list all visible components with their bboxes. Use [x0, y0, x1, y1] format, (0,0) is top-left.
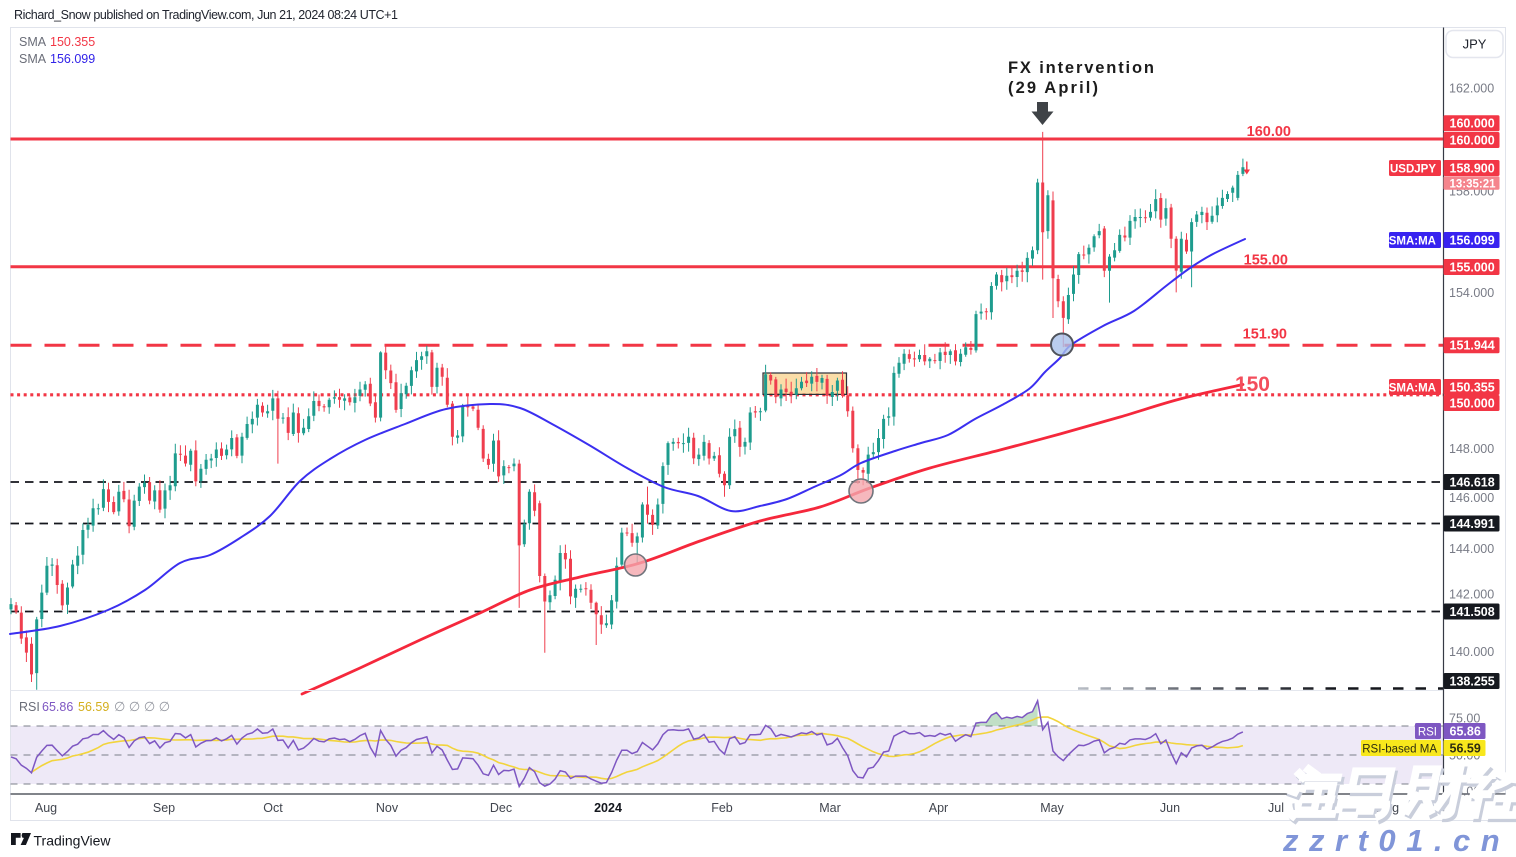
- svg-text:75.00: 75.00: [1449, 711, 1480, 725]
- svg-text:Oct: Oct: [263, 801, 283, 815]
- svg-text:158.900: 158.900: [1450, 161, 1495, 175]
- svg-text:146.618: 146.618: [1450, 475, 1495, 489]
- svg-text:TradingView: TradingView: [34, 833, 112, 849]
- svg-text:65.86: 65.86: [1450, 724, 1481, 738]
- svg-text:Mar: Mar: [819, 801, 841, 815]
- svg-text:SMA:MA: SMA:MA: [1389, 235, 1436, 247]
- svg-text:156.099: 156.099: [1450, 233, 1495, 247]
- svg-text:FX intervention: FX intervention: [1008, 59, 1154, 77]
- svg-text:151.90: 151.90: [1243, 327, 1287, 343]
- svg-text:2024: 2024: [594, 801, 622, 815]
- svg-text:SMA: SMA: [19, 52, 47, 66]
- svg-text:SMA:MA: SMA:MA: [1389, 382, 1436, 394]
- svg-text:RSI: RSI: [1418, 726, 1437, 738]
- svg-text:zzrt01.cn: zzrt01.cn: [1282, 823, 1510, 857]
- svg-text:150.355: 150.355: [50, 35, 95, 49]
- svg-text:Richard_Snow published on Trad: Richard_Snow published on TradingView.co…: [14, 8, 398, 22]
- svg-text:138.255: 138.255: [1450, 674, 1495, 688]
- svg-text:Aug: Aug: [35, 801, 57, 815]
- svg-text:Nov: Nov: [376, 801, 399, 815]
- svg-text:150.355: 150.355: [1450, 380, 1495, 394]
- svg-text:146.000: 146.000: [1449, 491, 1494, 505]
- svg-text:141.508: 141.508: [1450, 605, 1495, 619]
- svg-text:150.000: 150.000: [1450, 396, 1495, 410]
- svg-text:56.59: 56.59: [78, 700, 109, 714]
- svg-text:160.000: 160.000: [1450, 133, 1495, 147]
- svg-text:Dec: Dec: [490, 801, 512, 815]
- svg-text:144.000: 144.000: [1449, 542, 1494, 556]
- svg-text:Sep: Sep: [153, 801, 175, 815]
- svg-text:140.000: 140.000: [1449, 645, 1494, 659]
- svg-text:65.86: 65.86: [42, 700, 73, 714]
- svg-text:Jun: Jun: [1160, 801, 1180, 815]
- svg-text:Apr: Apr: [929, 801, 948, 815]
- svg-text:RSI-based MA: RSI-based MA: [1362, 743, 1437, 755]
- svg-text:151.944: 151.944: [1450, 339, 1495, 353]
- svg-text:162.000: 162.000: [1449, 81, 1494, 95]
- svg-text:RSI: RSI: [19, 700, 40, 714]
- svg-text:155.000: 155.000: [1450, 260, 1495, 274]
- svg-text:155.00: 155.00: [1244, 253, 1288, 269]
- svg-text:56.59: 56.59: [1450, 741, 1481, 755]
- svg-text:(29 April): (29 April): [1008, 79, 1098, 97]
- svg-text:Jul: Jul: [1268, 801, 1284, 815]
- svg-text:160.000: 160.000: [1450, 117, 1495, 131]
- svg-text:Feb: Feb: [711, 801, 733, 815]
- svg-text:148.000: 148.000: [1449, 442, 1494, 456]
- svg-text:May: May: [1040, 801, 1064, 815]
- svg-text:13:35:21: 13:35:21: [1450, 178, 1497, 190]
- svg-text:160.00: 160.00: [1247, 124, 1291, 140]
- svg-text:JPY: JPY: [1463, 37, 1487, 52]
- svg-text:∅ ∅ ∅ ∅: ∅ ∅ ∅ ∅: [114, 699, 170, 714]
- svg-text:144.991: 144.991: [1450, 517, 1495, 531]
- svg-text:USDJPY: USDJPY: [1390, 163, 1436, 175]
- svg-text:150: 150: [1235, 373, 1270, 396]
- svg-text:142.000: 142.000: [1449, 587, 1494, 601]
- svg-text:156.099: 156.099: [50, 52, 95, 66]
- svg-text:154.000: 154.000: [1449, 286, 1494, 300]
- svg-text:SMA: SMA: [19, 35, 47, 49]
